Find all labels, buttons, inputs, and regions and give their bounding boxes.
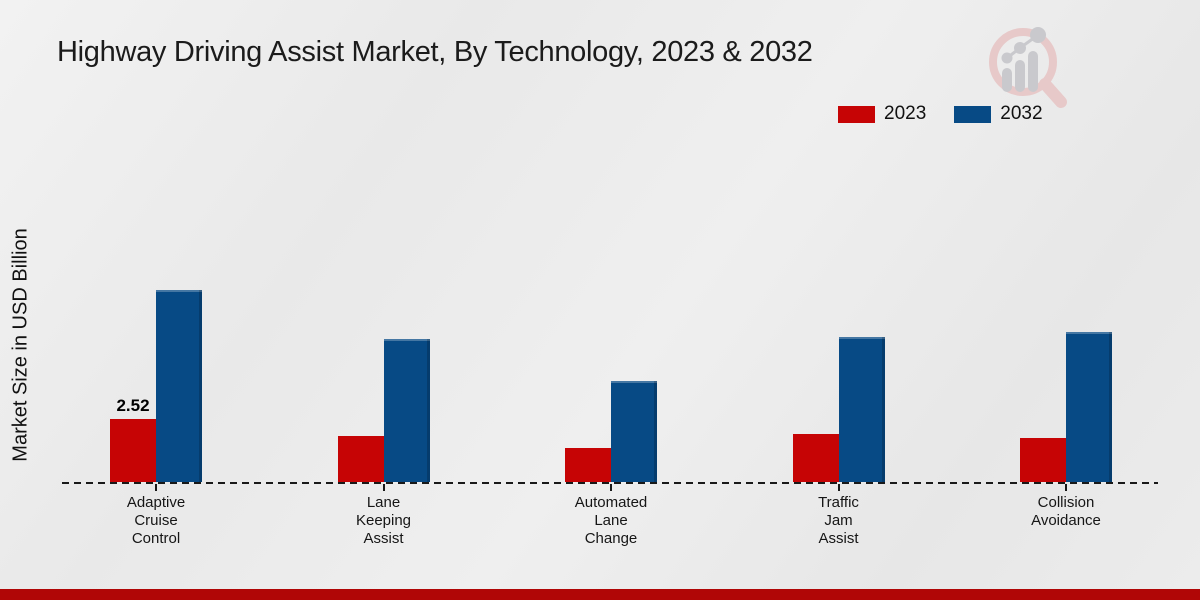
- legend-label: 2032: [1000, 103, 1043, 124]
- legend-item-2023: 2023: [838, 103, 926, 125]
- bar-2032-collision-avoidance: [1066, 332, 1112, 482]
- legend-item-2032: 2032: [954, 103, 1043, 125]
- category-label-traffic-jam-assist: Traffic Jam Assist: [818, 494, 859, 547]
- category-label-automated-lane-change: Automated Lane Change: [574, 494, 648, 547]
- category-label-lane-keeping-assist: Lane Keeping Assist: [355, 494, 412, 547]
- category-label-adaptive-cruise-control: Adaptive Cruise Control: [126, 494, 186, 547]
- plot-area: 2.52: [62, 0, 1158, 484]
- bar-2032-traffic-jam-assist: [838, 337, 885, 482]
- bar-2023-automated-lane-change: [565, 448, 611, 482]
- axis-tick: [382, 484, 385, 491]
- chart-title: Highway Driving Assist Market, By Techno…: [57, 36, 813, 68]
- legend-label: 2023: [884, 103, 927, 124]
- axis-tick: [1065, 484, 1067, 491]
- y-axis-label: Market Size in USD Billion: [9, 228, 32, 462]
- bar-group-traffic-jam-assist: [792, 337, 885, 482]
- axis-tick: [837, 484, 840, 491]
- bar-group-adaptive-cruise-control: 2.52: [110, 290, 202, 482]
- bar-2032-lane-keeping-assist: [383, 339, 430, 482]
- axis-tick: [610, 484, 612, 491]
- bar-value-label: 2.52: [116, 396, 150, 415]
- bar-2023-traffic-jam-assist: [792, 434, 839, 482]
- legend: 2023 2032: [838, 103, 1043, 125]
- bar-2032-adaptive-cruise-control: [156, 290, 202, 482]
- bar-group-collision-avoidance: [1020, 332, 1112, 482]
- footer-stripe: [0, 589, 1200, 600]
- axis-tick: [155, 484, 157, 491]
- bar-2032-automated-lane-change: [611, 381, 657, 482]
- x-axis-baseline: [62, 482, 1158, 484]
- bar-2023-adaptive-cruise-control: 2.52: [110, 396, 156, 482]
- bar-2023-lane-keeping-assist: [337, 436, 384, 482]
- legend-swatch-icon: [954, 105, 992, 123]
- category-label-collision-avoidance: Collision Avoidance: [1031, 494, 1101, 529]
- magnifier-growth-chart-logo-icon: [989, 27, 1067, 108]
- bar-group-lane-keeping-assist: [337, 339, 430, 482]
- bar-2023-collision-avoidance: [1020, 438, 1066, 482]
- legend-swatch-icon: [838, 105, 875, 123]
- bar-group-automated-lane-change: [565, 381, 657, 482]
